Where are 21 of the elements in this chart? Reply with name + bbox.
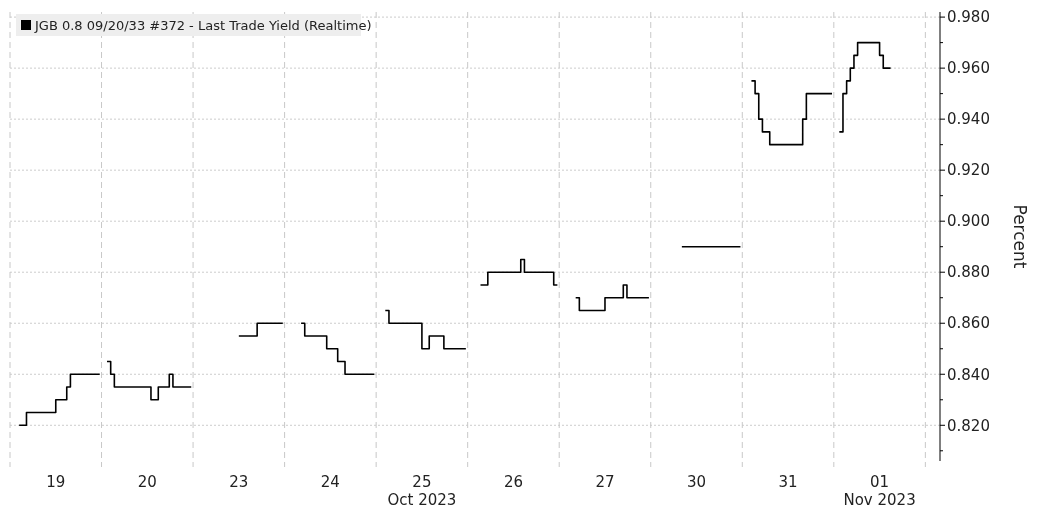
x-tick-label: 01 Nov 2023 — [843, 473, 916, 509]
y-tick-label: 0.940 — [947, 110, 990, 129]
y-tick-label: 0.920 — [947, 161, 990, 180]
x-tick-label: 26 — [503, 473, 523, 491]
x-tick-label: 24 — [320, 473, 340, 491]
x-tick-label: 31 — [778, 473, 798, 491]
legend-label: JGB 0.8 09/20/33 #372 - Last Trade Yield (Realtime) — [34, 17, 372, 33]
y-tick-label: 0.900 — [947, 212, 990, 231]
x-tick-label: 19 — [46, 473, 66, 491]
y-tick-label: 0.820 — [947, 416, 990, 435]
y-tick-label: 0.840 — [947, 365, 990, 384]
y-tick-label: 0.960 — [947, 59, 990, 78]
x-tick-label: 23 — [229, 473, 249, 491]
x-tick-label: 30 — [686, 473, 707, 491]
y-tick-label: 0.980 — [947, 8, 990, 27]
y-tick-label: 0.880 — [947, 263, 990, 282]
x-tick-label: 20 — [137, 473, 157, 491]
x-tick-label: 27 — [595, 473, 615, 491]
y-axis-title: Percent — [1010, 204, 1030, 269]
y-tick-label: 0.860 — [947, 314, 990, 333]
x-tick-label: 25 Oct 2023 — [387, 473, 457, 509]
